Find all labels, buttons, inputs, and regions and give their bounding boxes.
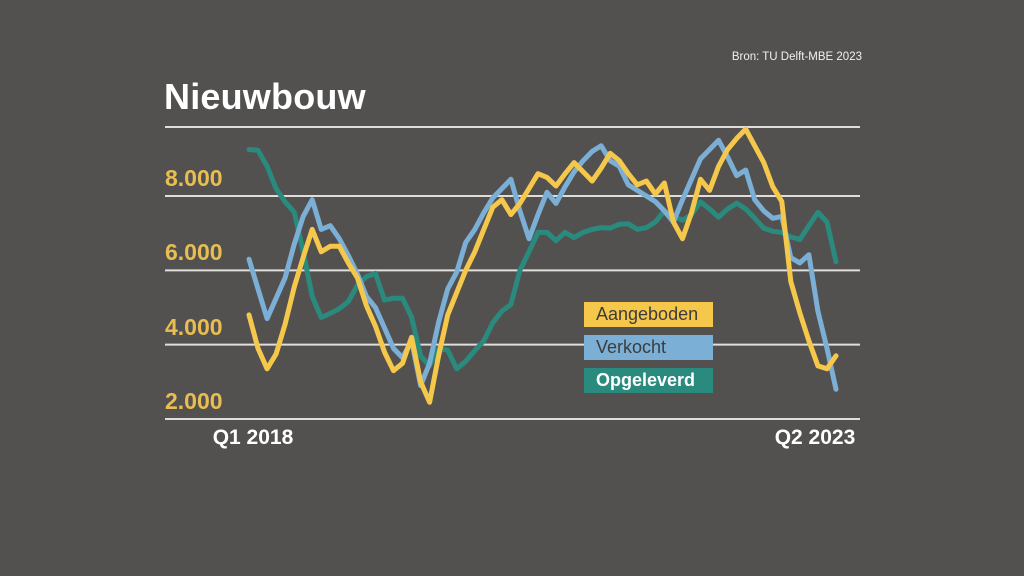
source-label: Bron: TU Delft-MBE 2023 (731, 51, 862, 63)
series-line-opgeleverd (246, 147, 839, 372)
x-axis-tick-start: Q1 2018 (212, 426, 294, 449)
x-axis-tick-end: Q2 2023 (774, 426, 856, 449)
legend-label-verkocht: Verkocht (596, 337, 667, 357)
y-axis-tick-6000: 6.000 (165, 239, 223, 265)
y-axis-tick-2000: 2.000 (165, 388, 223, 414)
y-axis-tick-8000: 8.000 (165, 165, 223, 191)
page-title: Nieuwbouw (164, 76, 366, 117)
legend-item-verkocht: Verkocht (584, 335, 713, 360)
legend-label-opgeleverd: Opgeleverd (596, 370, 696, 390)
legend-item-aangeboden: Aangeboden (584, 302, 713, 327)
legend-label-aangeboden: Aangeboden (596, 304, 699, 324)
legend: Aangeboden Verkocht Opgeleverd (584, 302, 713, 401)
series-line-aangeboden (246, 126, 839, 405)
legend-item-opgeleverd: Opgeleverd (584, 368, 713, 393)
series-line-verkocht (246, 137, 839, 392)
y-axis-tick-4000: 4.000 (165, 314, 223, 340)
